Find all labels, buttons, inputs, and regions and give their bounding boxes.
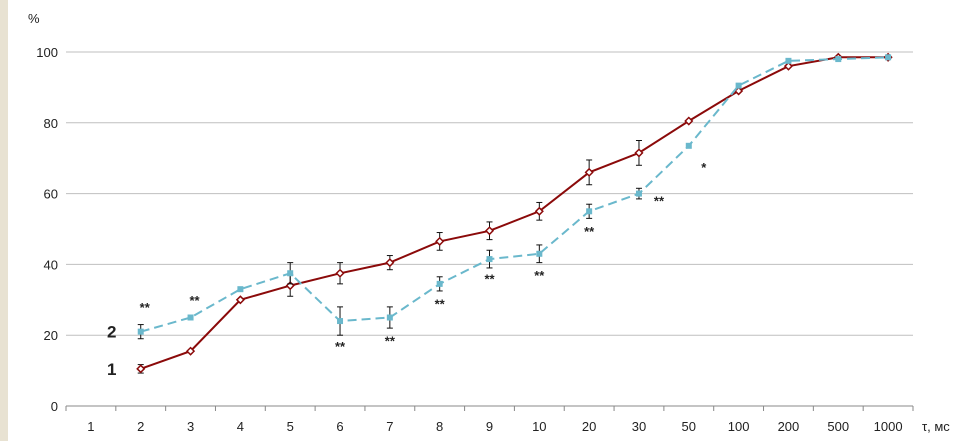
- data-point: [684, 116, 694, 126]
- x-tick-label: 10: [532, 419, 546, 434]
- data-point: [735, 82, 742, 89]
- series-line: [140, 56, 889, 333]
- data-point: [137, 328, 144, 335]
- data-point: [634, 148, 644, 158]
- data-point: [586, 208, 593, 215]
- data-point: [335, 268, 345, 278]
- x-tick-label: 1: [87, 419, 94, 434]
- data-point: [783, 61, 794, 71]
- x-tick-label: 1000: [874, 419, 903, 434]
- y-tick-label: 40: [44, 257, 58, 272]
- x-tick-label: 6: [336, 419, 343, 434]
- x-tick-label: 3: [187, 419, 194, 434]
- x-axis-label: τ, мс: [922, 419, 950, 434]
- x-tick-label: 50: [682, 419, 696, 434]
- x-tick-label: 20: [582, 419, 596, 434]
- significance-mark: *: [701, 160, 707, 175]
- data-point: [436, 280, 443, 287]
- x-tick-label: 2: [137, 419, 144, 434]
- data-point: [136, 364, 146, 374]
- significance-mark: **: [189, 293, 200, 308]
- chart-frame: 0 20 40 60 80 100 1 2 3 4 5 6 7 8 9 10 20 30 50 100 200 500 10…: [8, 0, 963, 441]
- data-point: [235, 295, 245, 305]
- series-1: 1: [107, 52, 893, 379]
- data-point: [835, 56, 842, 63]
- x-tick-label: 100: [728, 419, 750, 434]
- series-label: 1: [107, 360, 116, 379]
- data-point: [785, 57, 792, 64]
- series-line: [140, 56, 889, 370]
- x-tick-label: 200: [778, 419, 800, 434]
- y-tick-label: 100: [36, 45, 58, 60]
- data-point: [885, 54, 892, 61]
- data-point: [385, 258, 395, 268]
- significance-mark: **: [335, 339, 346, 354]
- x-tick-label: 500: [827, 419, 849, 434]
- data-point: [584, 167, 594, 177]
- gridlines: [66, 51, 913, 336]
- significance-mark: **: [484, 272, 495, 287]
- significance-mark: **: [584, 224, 595, 239]
- y-tick-label: 0: [51, 399, 58, 414]
- data-point: [486, 256, 493, 263]
- series-label: 2: [107, 323, 116, 342]
- x-tick-label: 8: [436, 419, 443, 434]
- significance-mark: **: [654, 194, 665, 209]
- data-point: [237, 286, 244, 293]
- series-2: 2: [107, 54, 892, 342]
- significance-mark: **: [534, 268, 545, 283]
- y-tick-label: 80: [44, 116, 58, 131]
- significance-mark: **: [435, 296, 446, 311]
- data-point: [187, 314, 194, 321]
- data-point: [435, 236, 445, 246]
- x-tick-label: 7: [386, 419, 393, 434]
- data-point: [287, 270, 294, 277]
- x-tick-label: 30: [632, 419, 646, 434]
- data-point: [386, 314, 393, 321]
- series-layer: 12: [107, 52, 893, 379]
- annotations: ** **** ****** *******: [140, 160, 708, 354]
- data-point: [536, 250, 543, 257]
- significance-mark: **: [140, 300, 151, 315]
- x-tick-label: 5: [287, 419, 294, 434]
- x-tick-label: 9: [486, 419, 493, 434]
- y-axis-label: %: [28, 11, 40, 26]
- significance-mark: **: [385, 334, 396, 349]
- data-point: [337, 318, 344, 325]
- data-point: [484, 226, 495, 236]
- x-tick-label: 4: [237, 419, 244, 434]
- data-point: [534, 206, 544, 216]
- y-tick-label: 20: [44, 328, 58, 343]
- data-point: [185, 346, 196, 356]
- data-point: [685, 142, 692, 149]
- y-tick-label: 60: [44, 187, 58, 202]
- data-point: [635, 190, 642, 197]
